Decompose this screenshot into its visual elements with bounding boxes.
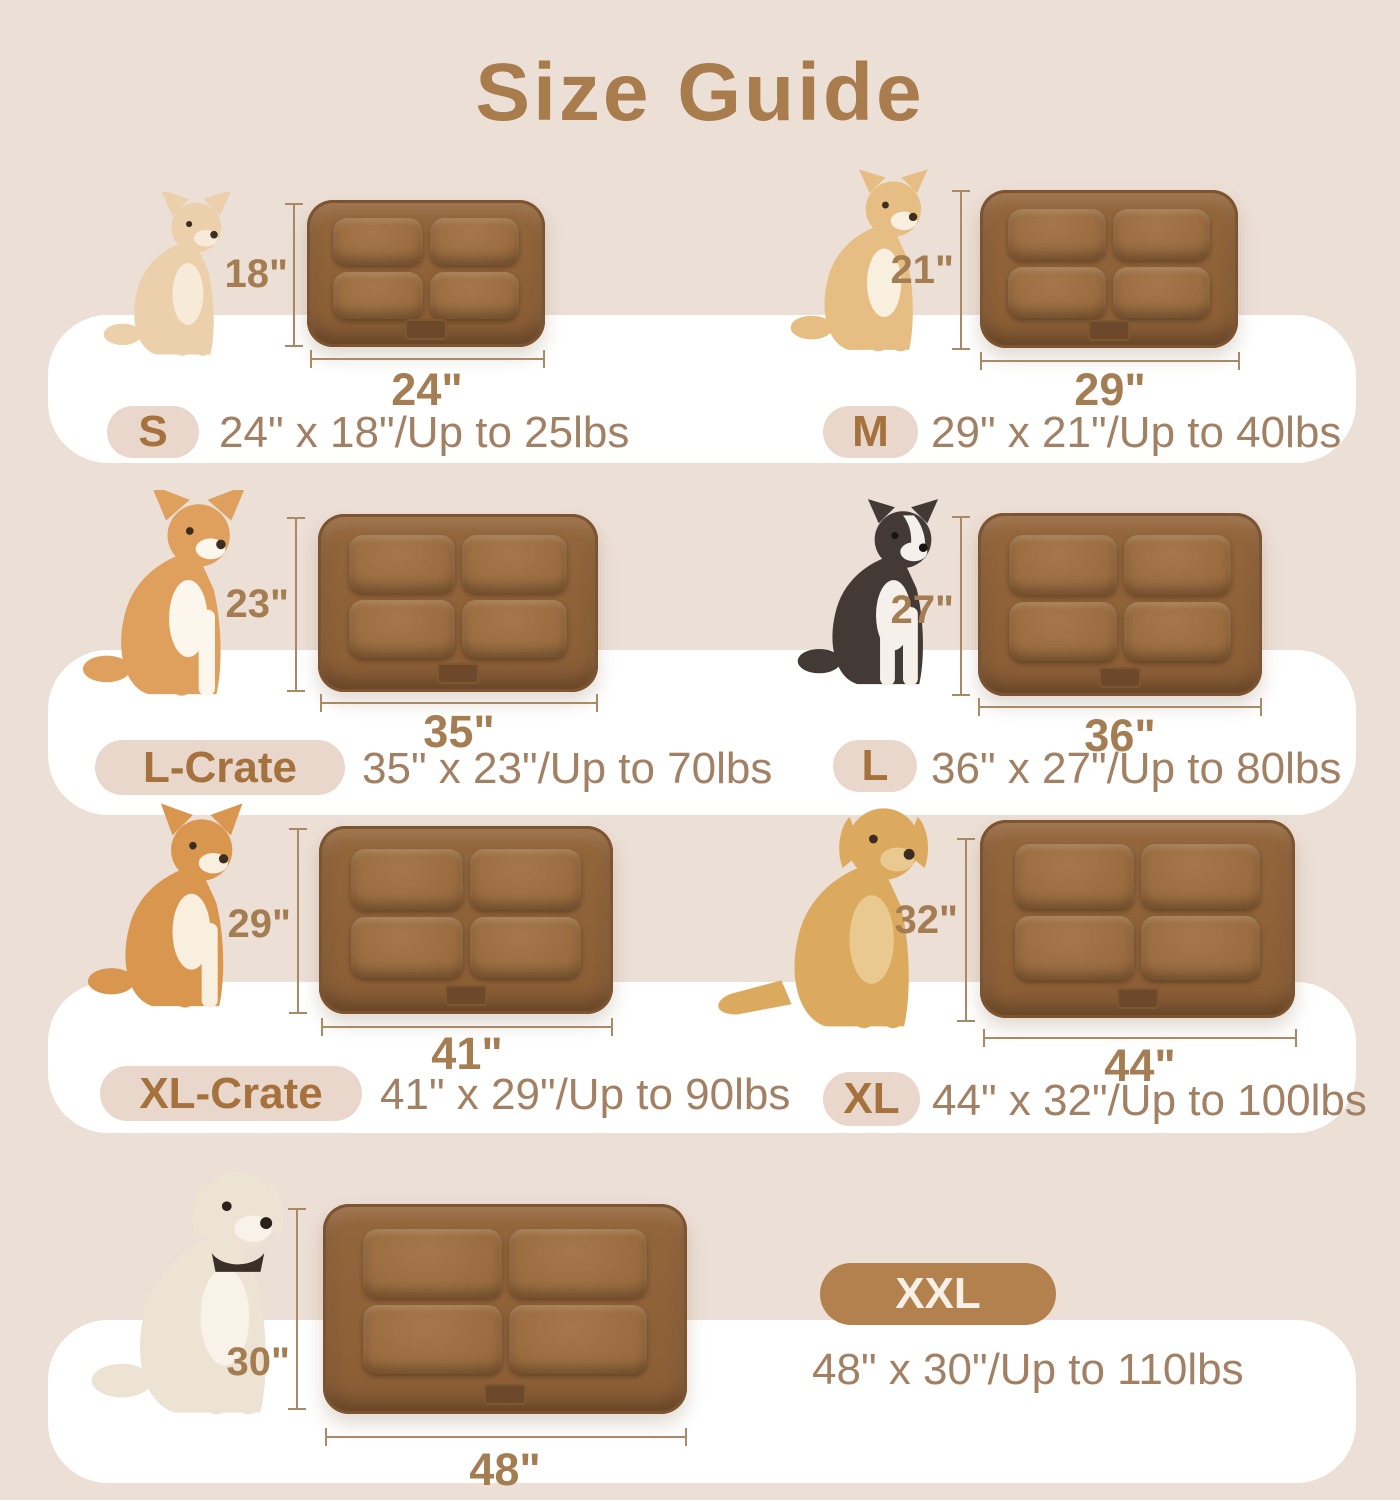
width-dimension-line: [320, 694, 598, 712]
size-badge-l-crate: L-Crate: [95, 740, 345, 795]
width-dimension-label: 44": [1104, 1040, 1176, 1091]
puppy-dog-image: [788, 168, 946, 362]
size-dimensions-text-xl: 44" x 32"/Up to 100lbs: [932, 1076, 1367, 1125]
crate-mat-l-crate: [318, 514, 598, 692]
width-dimension-line: [980, 352, 1240, 370]
height-dimension-label: 32": [894, 898, 958, 942]
height-dimension-label: 21": [890, 248, 954, 292]
corgi-dog-image: [80, 490, 258, 707]
width-dimension-label: 41": [431, 1028, 503, 1079]
crate-mat-xxl: [323, 1204, 687, 1414]
width-dimension-label: 48": [469, 1444, 541, 1495]
width-dimension-label: 29": [1074, 364, 1146, 415]
width-dimension-line: [325, 1428, 687, 1446]
brand-tag: [484, 1383, 526, 1405]
size-dimensions-text-m: 29" x 21"/Up to 40lbs: [931, 408, 1342, 457]
size-badge-l: L: [833, 740, 917, 792]
size-dimensions-text-xxl: 48" x 30"/Up to 110lbs: [812, 1345, 1244, 1394]
size-badge-xl: XL: [823, 1072, 920, 1126]
width-dimension-line: [310, 350, 545, 368]
width-dimension-label: 36": [1084, 710, 1156, 761]
crate-mat-xl: [980, 820, 1295, 1018]
width-dimension-label: 35": [423, 706, 495, 757]
crate-mat-xl-crate: [319, 826, 613, 1014]
size-badge-s: S: [107, 406, 199, 458]
border-collie-dog-image: [795, 488, 957, 706]
height-dimension-line: [289, 828, 307, 1014]
mat-quilt: [1009, 534, 1231, 662]
crate-mat-small: [307, 200, 545, 347]
mat-quilt: [333, 217, 519, 320]
height-dimension-line: [288, 1208, 306, 1410]
width-dimension-label: 24": [391, 364, 463, 415]
width-dimension-line: [983, 1029, 1297, 1047]
brand-tag: [1099, 666, 1141, 688]
mat-quilt: [1008, 208, 1210, 318]
row-band-4: [48, 1320, 1356, 1483]
golden-retriever-dog-image: [705, 793, 960, 1040]
size-dimensions-text-s: 24" x 18"/Up to 25lbs: [219, 408, 630, 457]
mat-quilt: [1014, 843, 1261, 981]
size-badge-xl-crate: XL-Crate: [100, 1066, 362, 1121]
chihuahua-dog-image: [100, 192, 245, 364]
brand-tag: [1116, 988, 1159, 1010]
height-dimension-line: [957, 838, 975, 1022]
height-dimension-label: 23": [225, 582, 289, 626]
size-dimensions-text-l: 36" x 27"/Up to 80lbs: [931, 744, 1342, 793]
brand-tag: [1088, 319, 1130, 341]
height-dimension-line: [952, 516, 970, 696]
brand-tag: [405, 319, 447, 341]
mat-quilt: [363, 1229, 647, 1375]
height-dimension-line: [952, 190, 970, 350]
size-badge-m: M: [823, 406, 918, 458]
height-dimension-line: [287, 517, 305, 692]
mat-quilt: [348, 535, 568, 659]
mat-quilt: [351, 848, 581, 979]
size-dimensions-text-l-crate: 35" x 23"/Up to 70lbs: [362, 744, 773, 793]
labrador-dog-image: [88, 1143, 313, 1440]
size-badge-xxl: XXL: [820, 1263, 1056, 1325]
width-dimension-line: [978, 698, 1262, 716]
height-dimension-line: [285, 203, 303, 347]
height-dimension-label: 27": [890, 588, 954, 632]
brand-tag: [445, 984, 487, 1006]
brand-tag: [437, 663, 479, 684]
height-dimension-label: 30": [226, 1340, 290, 1384]
width-dimension-line: [321, 1018, 613, 1036]
shiba-inu-dog-image: [85, 796, 260, 1028]
size-dimensions-text-xl-crate: 41" x 29"/Up to 90lbs: [380, 1070, 791, 1119]
crate-mat-large: [978, 513, 1262, 696]
crate-mat-medium: [980, 190, 1238, 348]
height-dimension-label: 29": [227, 902, 291, 946]
page-title: Size Guide: [475, 47, 925, 138]
height-dimension-label: 18": [224, 252, 288, 296]
